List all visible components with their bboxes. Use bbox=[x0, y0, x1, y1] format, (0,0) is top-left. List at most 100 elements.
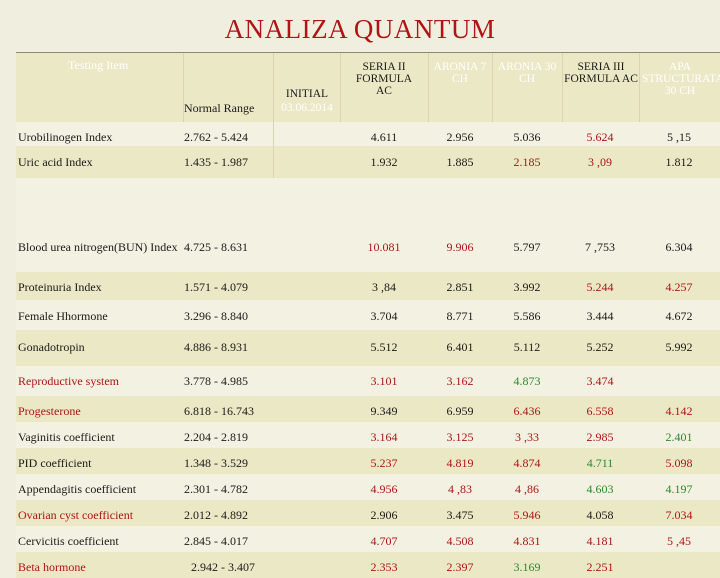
column-divider bbox=[273, 122, 274, 178]
result-value: 5.098 bbox=[665, 456, 693, 470]
result-value: 5.237 bbox=[370, 456, 398, 470]
result-value: 7 ,753 bbox=[585, 240, 615, 254]
testing-item-name: Proteinuria Index bbox=[18, 280, 102, 294]
header-band bbox=[16, 53, 720, 122]
table-row bbox=[16, 500, 720, 526]
normal-range-value: 1.348 - 3.529 bbox=[184, 456, 248, 470]
header-aronia-30ch: ARONIA 30 CH bbox=[497, 61, 557, 85]
header-divider bbox=[273, 53, 274, 133]
result-value: 3.444 bbox=[586, 309, 614, 323]
header-seria-iii: SERIA III FORMULA AC bbox=[564, 61, 638, 85]
result-value: 4.711 bbox=[586, 456, 614, 470]
result-value: 1.885 bbox=[446, 155, 474, 169]
result-value: 5.946 bbox=[513, 508, 541, 522]
normal-range-value: 3.296 - 8.840 bbox=[184, 309, 248, 323]
result-value: 4.707 bbox=[370, 534, 398, 548]
header-initial: INITIAL bbox=[285, 88, 329, 100]
header-apa-structurata: APA STRUCTURATA 30 CH bbox=[642, 61, 720, 97]
result-value: 4 ,86 bbox=[515, 482, 539, 496]
table-row bbox=[16, 474, 720, 500]
result-value: 2.985 bbox=[586, 430, 614, 444]
table-row bbox=[16, 396, 720, 422]
result-value: 4.831 bbox=[513, 534, 541, 548]
result-value: 6.304 bbox=[665, 240, 693, 254]
result-value: 3.164 bbox=[370, 430, 398, 444]
result-value: 5.992 bbox=[665, 340, 693, 354]
table-row bbox=[16, 300, 720, 330]
testing-item-name: Female Hhormone bbox=[18, 309, 108, 323]
result-value: 3.169 bbox=[513, 560, 541, 574]
result-value: 4.874 bbox=[513, 456, 541, 470]
table-row bbox=[16, 272, 720, 300]
result-value: 5.512 bbox=[370, 340, 398, 354]
result-value: 1.932 bbox=[370, 155, 398, 169]
header-divider bbox=[340, 53, 341, 133]
result-value: 4.197 bbox=[665, 482, 693, 496]
result-value: 1.812 bbox=[665, 155, 693, 169]
table-row bbox=[16, 448, 720, 474]
result-value: 9.906 bbox=[446, 240, 474, 254]
title-divider bbox=[16, 52, 720, 53]
result-value: 3.162 bbox=[446, 374, 474, 388]
result-value: 6.959 bbox=[446, 404, 474, 418]
result-value: 4.058 bbox=[586, 508, 614, 522]
results-table: Testing Item Normal Range INITIAL 03.06.… bbox=[16, 53, 720, 578]
testing-item-name: Ovarian cyst coefficient bbox=[18, 508, 134, 522]
result-value: 10.081 bbox=[367, 240, 401, 254]
result-value: 4 ,83 bbox=[448, 482, 472, 496]
normal-range-value: 1.435 - 1.987 bbox=[184, 155, 248, 169]
result-value: 3.704 bbox=[370, 309, 398, 323]
header-initial-date: 03.06.2014 bbox=[281, 102, 333, 114]
table-row bbox=[16, 422, 720, 448]
result-value: 6.436 bbox=[513, 404, 541, 418]
testing-item-name: Vaginitis coefficient bbox=[18, 430, 115, 444]
header-divider bbox=[492, 53, 493, 133]
table-row bbox=[16, 122, 720, 146]
result-value: 4.819 bbox=[446, 456, 474, 470]
normal-range-value: 3.778 - 4.985 bbox=[184, 374, 248, 388]
result-value: 3.475 bbox=[446, 508, 474, 522]
result-value: 2.251 bbox=[586, 560, 614, 574]
result-value: 2.956 bbox=[446, 130, 474, 144]
result-value: 4.672 bbox=[665, 309, 693, 323]
header-divider bbox=[562, 53, 563, 133]
testing-item-name: Gonadotropin bbox=[18, 340, 85, 354]
table-row bbox=[16, 330, 720, 366]
result-value: 5.797 bbox=[513, 240, 541, 254]
normal-range-value: 2.012 - 4.892 bbox=[184, 508, 248, 522]
result-value: 2.353 bbox=[370, 560, 398, 574]
normal-range-value: 2.845 - 4.017 bbox=[184, 534, 248, 548]
result-value: 2.401 bbox=[665, 430, 693, 444]
result-value: 4.508 bbox=[446, 534, 474, 548]
result-value: 5.624 bbox=[586, 130, 614, 144]
testing-item-name: Appendagitis coefficient bbox=[18, 482, 137, 496]
result-value: 9.349 bbox=[370, 404, 398, 418]
result-value: 5 ,15 bbox=[667, 130, 691, 144]
header-testing-item: Testing Item bbox=[68, 58, 129, 72]
normal-range-value: 4.886 - 8.931 bbox=[184, 340, 248, 354]
result-value: 7.034 bbox=[665, 508, 693, 522]
testing-item-name: Urobilinogen Index bbox=[18, 130, 113, 144]
result-value: 3 ,33 bbox=[515, 430, 539, 444]
result-value: 5.112 bbox=[513, 340, 541, 354]
testing-item-name: Blood urea nitrogen(BUN) Index bbox=[18, 240, 178, 254]
testing-item-name: Reproductive system bbox=[18, 374, 119, 388]
testing-item-name: Uric acid Index bbox=[18, 155, 93, 169]
page-title: ANALIZA QUANTUM bbox=[224, 14, 496, 44]
result-value: 8.771 bbox=[446, 309, 474, 323]
testing-item-name: Cervicitis coefficient bbox=[18, 534, 119, 548]
header-seria-ii: SERIA II FORMULA AC bbox=[355, 61, 413, 97]
header-divider bbox=[428, 53, 429, 133]
result-value: 3.125 bbox=[446, 430, 474, 444]
result-value: 3 ,09 bbox=[588, 155, 612, 169]
result-value: 6.401 bbox=[446, 340, 474, 354]
testing-item-name: PID coefficient bbox=[18, 456, 92, 470]
result-value: 6.558 bbox=[586, 404, 614, 418]
result-value: 2.906 bbox=[370, 508, 398, 522]
result-value: 5.244 bbox=[586, 280, 614, 294]
header-divider bbox=[183, 53, 184, 133]
normal-range-value: 4.725 - 8.631 bbox=[184, 240, 248, 254]
normal-range-value: 2.204 - 2.819 bbox=[184, 430, 248, 444]
testing-item-name: Progesterone bbox=[18, 404, 81, 418]
result-value: 4.611 bbox=[370, 130, 398, 144]
